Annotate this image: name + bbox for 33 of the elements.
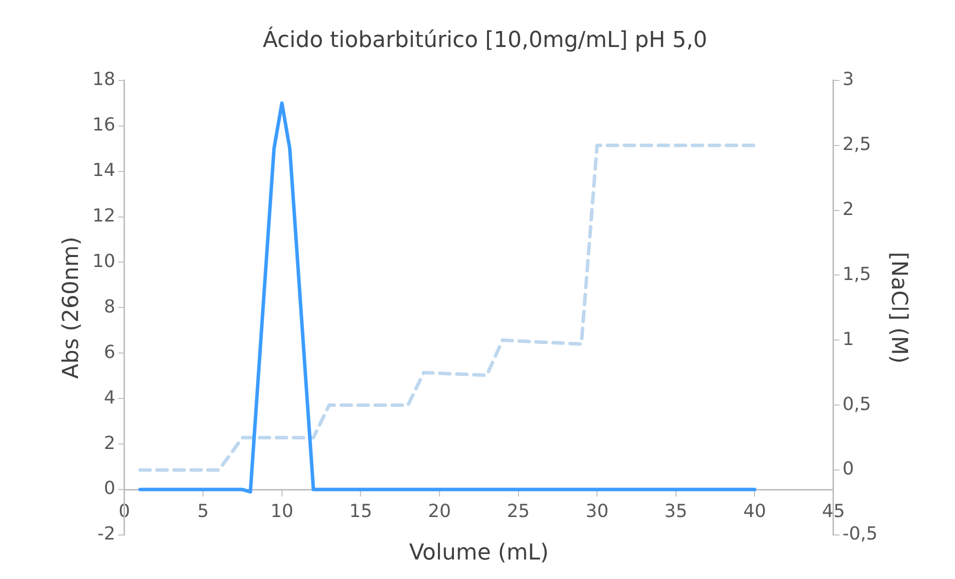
x-tick-label: 10 [270,501,294,522]
y2-tick-label: 1,5 [842,264,872,285]
x-tick-label: 20 [428,501,451,522]
y2-tick-label: 0 [842,458,854,480]
x-tick-label: 15 [349,501,372,522]
y2-tick-label: 1 [842,328,854,350]
y-tick-label: 6 [104,342,116,363]
y-tick-label: 18 [92,69,116,90]
y-tick-label: 4 [104,387,116,408]
y-tick-label: 8 [104,296,116,318]
x-tick-label: 45 [822,501,845,522]
y2-tick-label: -0,5 [842,524,878,545]
y2-tick-label: 0,5 [842,394,872,415]
y-tick-label: 16 [92,114,116,136]
y-tick-label: 2 [104,432,116,454]
y-tick-label: 10 [92,250,116,272]
x-tick-label: 5 [197,501,209,522]
y2-tick-label: 2,5 [842,134,872,156]
line-series [138,144,756,472]
y2-tick-label: 3 [842,69,854,90]
y-tick-label: 0 [104,478,116,500]
x-axis-title: Volume (mL) [409,540,549,566]
x-tick-label: 25 [506,501,530,522]
x-tick-label: 35 [664,501,688,522]
x-tick-label: 40 [743,501,766,522]
y-tick-label: 12 [92,205,116,226]
x-tick-label: 30 [586,501,609,522]
y-axis-title: Abs (260nm) [58,236,84,379]
y2-axis-title: [NaCl] (M) [886,252,912,364]
chart-title: Ácido tiobarbitúrico [10,0mg/mL] pH 5,0 [262,26,708,53]
y-tick-label: -2 [97,524,116,545]
y2-tick-label: 2 [842,198,854,220]
y-tick-label: 14 [92,160,116,181]
